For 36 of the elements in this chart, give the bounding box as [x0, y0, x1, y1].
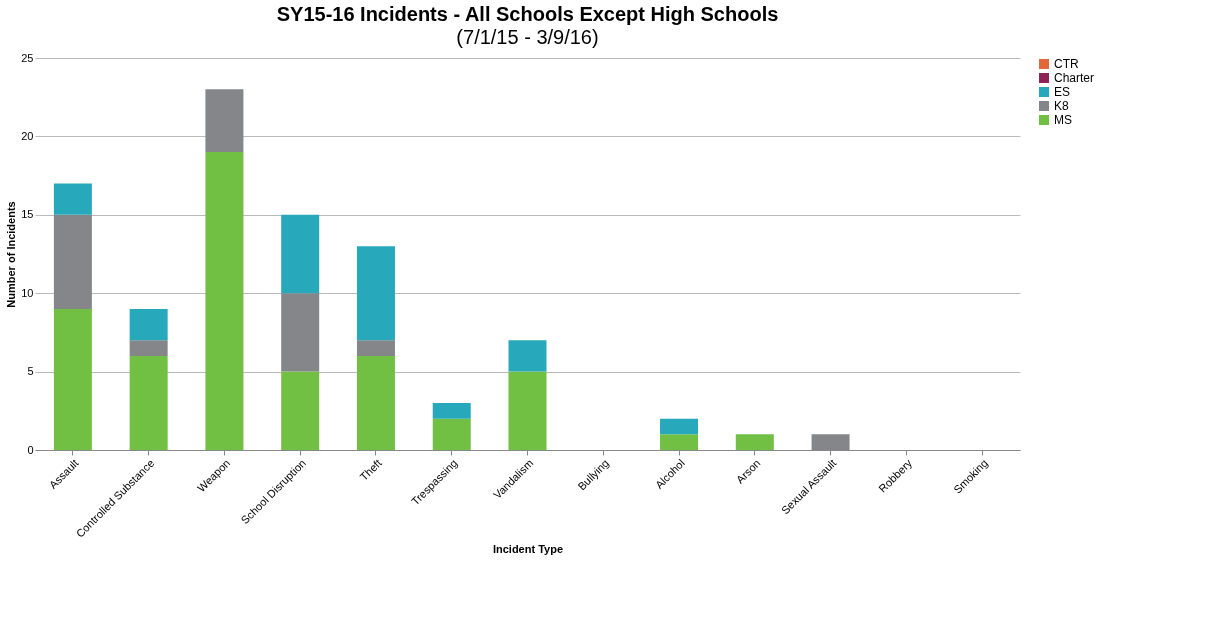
- bar: [660, 418, 699, 435]
- bar: [53, 308, 92, 450]
- chart-subtitle: (7/1/15 - 3/9/16): [456, 26, 599, 48]
- y-tick-label: 25: [21, 51, 34, 64]
- bar: [281, 293, 320, 372]
- y-tick-label: 5: [27, 365, 34, 378]
- y-tick-label: 15: [21, 208, 34, 221]
- bar: [356, 340, 395, 356]
- bar: [508, 340, 547, 372]
- x-axis-title: Incident Type: [492, 542, 564, 555]
- bar: [53, 214, 92, 309]
- legend-label: MS: [1054, 113, 1072, 127]
- y-axis-title: Number of Incidents: [5, 201, 18, 308]
- bar: [432, 418, 471, 450]
- bar: [281, 214, 320, 294]
- y-tick-label: 10: [21, 286, 34, 299]
- bar: [205, 152, 244, 450]
- legend-label: Charter: [1054, 71, 1095, 85]
- bar: [53, 183, 92, 215]
- bar: [129, 308, 168, 341]
- bar: [508, 371, 547, 450]
- bar: [356, 246, 395, 341]
- bar: [432, 402, 471, 419]
- legend-label: CTR: [1054, 57, 1079, 71]
- chart-title: SY15-16 Incidents - All Schools Except High Schools: [276, 3, 779, 25]
- bar: [281, 371, 320, 450]
- bar: [660, 434, 699, 450]
- bar: [129, 355, 168, 450]
- bar: [735, 434, 774, 450]
- bar: [129, 340, 168, 356]
- y-tick-label: 0: [27, 443, 34, 456]
- legend-label: ES: [1054, 85, 1071, 99]
- bar: [356, 355, 395, 450]
- bar: [205, 89, 244, 153]
- y-tick-label: 20: [21, 129, 34, 142]
- legend-label: K8: [1054, 99, 1069, 113]
